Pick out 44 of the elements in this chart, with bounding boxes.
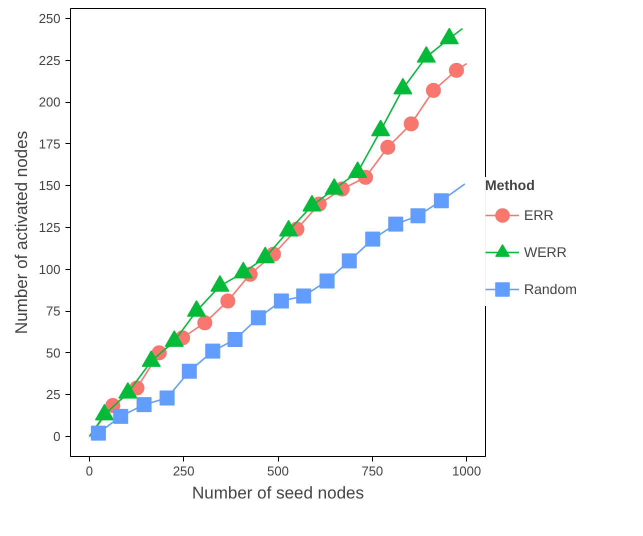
point: [380, 140, 396, 155]
point: [342, 253, 357, 268]
y-tick-label: 225: [38, 52, 61, 68]
y-tick-label: 50: [46, 345, 61, 360]
point: [220, 294, 236, 309]
point: [274, 294, 289, 309]
point: [113, 408, 128, 424]
point: [197, 315, 212, 330]
point: [90, 426, 106, 441]
x-tick-label: 500: [267, 464, 289, 478]
x-axis-title: Number of seed nodes: [192, 484, 364, 502]
point: [320, 273, 335, 288]
x-tick-label: 250: [172, 464, 195, 478]
point: [296, 288, 312, 304]
y-tick-label: 150: [38, 178, 61, 194]
legend-title: Method: [485, 177, 536, 193]
legend-label: Random: [524, 281, 577, 297]
y-tick-label: 25: [46, 387, 61, 402]
legend-label: WERR: [524, 244, 567, 260]
point: [160, 390, 175, 406]
legend-label: ERR: [524, 207, 554, 223]
y-tick-label: 250: [38, 11, 61, 26]
point: [205, 344, 220, 359]
point: [448, 62, 464, 78]
point: [250, 310, 266, 326]
point: [404, 116, 419, 132]
y-tick-label: 100: [38, 262, 61, 277]
y-tick-label: 75: [46, 304, 61, 319]
point: [426, 82, 441, 98]
point: [365, 232, 380, 247]
point: [410, 208, 426, 224]
y-tick-label: 125: [38, 220, 61, 235]
point: [227, 332, 242, 347]
point: [388, 216, 404, 232]
y-axis-title: Number of activated nodes: [12, 130, 31, 334]
y-tick-label: 0: [53, 428, 61, 444]
y-tick-label: 200: [38, 94, 61, 110]
point: [434, 193, 449, 208]
y-tick-label: 175: [38, 136, 61, 152]
point: [136, 397, 152, 412]
x-tick-label: 0: [86, 464, 93, 478]
x-tick-label: 750: [361, 464, 384, 478]
x-tick-label: 1000: [452, 464, 482, 478]
point: [182, 364, 197, 379]
